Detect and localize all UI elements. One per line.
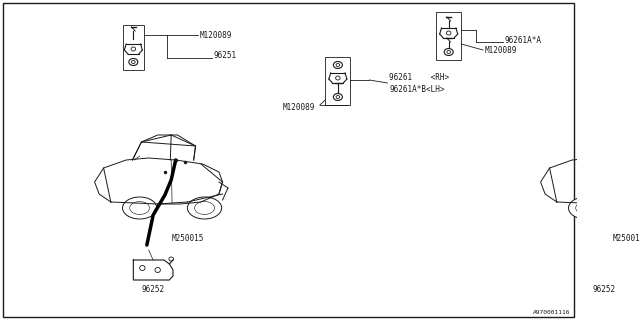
Ellipse shape — [444, 49, 453, 55]
Ellipse shape — [447, 31, 451, 35]
Ellipse shape — [576, 202, 596, 214]
Ellipse shape — [620, 257, 624, 261]
Ellipse shape — [131, 47, 136, 51]
Ellipse shape — [132, 60, 135, 63]
Text: 96261A*A: 96261A*A — [504, 36, 541, 44]
Ellipse shape — [169, 257, 173, 261]
Ellipse shape — [333, 61, 342, 68]
Text: 96261    <RH>: 96261 <RH> — [389, 73, 449, 82]
Ellipse shape — [605, 268, 611, 273]
Text: M250015: M250015 — [612, 234, 640, 243]
Ellipse shape — [188, 197, 221, 219]
Text: M120089: M120089 — [200, 30, 232, 39]
Text: 96252: 96252 — [592, 285, 615, 294]
Bar — [325, 57, 351, 105]
Text: A970001116: A970001116 — [533, 310, 570, 316]
Ellipse shape — [333, 93, 342, 100]
Ellipse shape — [447, 51, 451, 53]
Text: 96252: 96252 — [141, 285, 164, 294]
Ellipse shape — [140, 266, 145, 270]
Bar — [436, 12, 461, 60]
Ellipse shape — [335, 76, 340, 80]
Text: M250015: M250015 — [171, 234, 204, 243]
Ellipse shape — [130, 202, 150, 214]
Ellipse shape — [336, 63, 340, 67]
Ellipse shape — [634, 197, 640, 219]
Ellipse shape — [122, 197, 157, 219]
Ellipse shape — [336, 95, 340, 99]
Ellipse shape — [195, 202, 214, 214]
Text: 96261A*B<LH>: 96261A*B<LH> — [389, 84, 445, 93]
Text: M120089: M120089 — [283, 102, 316, 111]
Ellipse shape — [155, 268, 161, 273]
Ellipse shape — [568, 197, 603, 219]
Text: 96251: 96251 — [214, 51, 237, 60]
Ellipse shape — [129, 59, 138, 66]
Ellipse shape — [590, 266, 596, 270]
Text: M120089: M120089 — [484, 45, 517, 54]
Bar — [122, 25, 144, 70]
